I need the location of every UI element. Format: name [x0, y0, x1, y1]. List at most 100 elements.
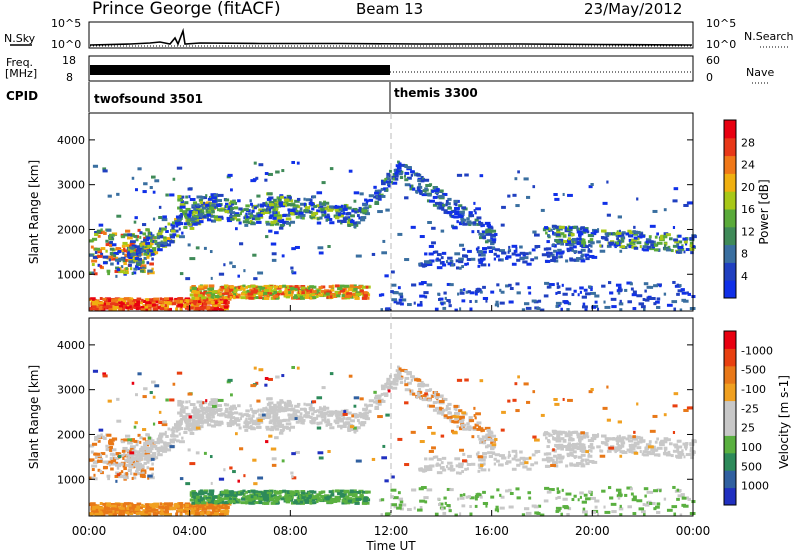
velocity-cell: [105, 444, 109, 448]
power-cell: [493, 257, 496, 261]
power-cell: [450, 224, 455, 228]
power-cell: [189, 306, 195, 310]
power-cell: [356, 214, 360, 218]
velocity-cell: [418, 467, 422, 471]
velocity-cell: [505, 489, 509, 493]
power-cell: [432, 250, 436, 254]
velocity-cell: [368, 410, 372, 414]
power-cell: [501, 205, 506, 209]
velocity-cell: [558, 460, 561, 464]
power-cell: [191, 220, 197, 224]
power-cell: [588, 185, 593, 189]
velocity-cell: [244, 422, 250, 426]
velocity-cell: [486, 444, 493, 448]
velocity-cell: [301, 491, 306, 495]
power-cell: [594, 294, 600, 298]
power-cell: [603, 300, 606, 304]
power-cell: [390, 283, 397, 287]
power-cell: [309, 210, 313, 214]
velocity-cell: [91, 507, 96, 511]
power-cell: [288, 199, 294, 203]
power-cell: [290, 220, 296, 224]
velocity-cell: [328, 490, 333, 494]
velocity-cell: [200, 420, 205, 424]
power-cell: [326, 205, 332, 209]
power-cell: [187, 187, 193, 191]
power-cell: [390, 290, 394, 294]
velocity-cell: [329, 500, 333, 504]
velocity-cell: [158, 505, 165, 509]
velocity-cell: [143, 461, 147, 465]
velocity-cell: [464, 467, 468, 471]
power-cell: [357, 209, 362, 213]
velocity-cell: [294, 499, 298, 503]
power-cell: [446, 211, 451, 215]
velocity-cell: [388, 379, 391, 383]
velocity-cell: [352, 497, 359, 501]
power-cell: [300, 285, 306, 289]
power-cell: [368, 198, 374, 202]
cpid-mode-1: twofsound 3501: [94, 92, 203, 106]
power-cell: [461, 299, 466, 303]
power-cell: [124, 304, 127, 308]
power-cell: [123, 233, 129, 237]
power-cell: [233, 206, 239, 210]
power-cell: [219, 292, 222, 296]
power-cell: [565, 242, 570, 246]
power-cell: [249, 288, 255, 292]
power-cell: [609, 291, 614, 295]
velocity-cell: [139, 440, 142, 444]
velocity-cell: [186, 423, 191, 427]
power-cell: [480, 224, 483, 228]
power-cell: [339, 284, 345, 288]
velocity-cell: [189, 511, 195, 515]
velocity-cell: [310, 498, 316, 502]
velocity-cell: [438, 406, 442, 410]
power-cell: [318, 202, 325, 206]
velocity-cell: [402, 503, 407, 507]
velocity-cell: [650, 501, 656, 505]
power-cell: [363, 207, 367, 211]
velocity-cell: [391, 386, 398, 390]
velocity-cell: [123, 502, 130, 506]
power-cell: [478, 222, 484, 226]
power-cell: [587, 234, 593, 238]
power-cell: [279, 214, 284, 218]
velocity-cell: [516, 496, 521, 500]
velocity-cell: [157, 437, 163, 441]
power-cell: [431, 189, 434, 193]
velocity-cell: [445, 404, 449, 408]
power-cell: [407, 303, 412, 307]
power-cell: [197, 300, 202, 304]
power-cell: [461, 206, 467, 210]
velocity-cell: [198, 490, 204, 494]
power-cell: [224, 210, 229, 214]
power-cell: [672, 244, 679, 248]
velocity-cell: [377, 402, 381, 406]
power-cell: [345, 206, 352, 210]
power-cell: [210, 193, 216, 197]
power-cell: [414, 173, 418, 177]
power-cell: [617, 239, 621, 243]
power-cell: [633, 225, 636, 229]
velocity-cell: [438, 411, 445, 415]
power-cell: [616, 237, 620, 241]
power-cell: [511, 244, 518, 248]
power-cell: [203, 215, 209, 219]
velocity-cell: [304, 494, 309, 498]
velocity-cell: [248, 501, 254, 505]
power-cell: [238, 207, 243, 211]
power-cell: [185, 277, 191, 281]
power-cell: [441, 251, 447, 255]
power-cell: [319, 216, 323, 220]
power-cell: [616, 230, 619, 234]
velocity-cell: [358, 421, 361, 425]
velocity-cell: [607, 486, 612, 490]
power-cell: [347, 223, 351, 227]
velocity-cell: [354, 415, 358, 419]
power-cell: [229, 214, 236, 218]
velocity-cell: [348, 426, 351, 430]
power-cell: [633, 242, 636, 246]
velocity-cell: [351, 427, 354, 431]
power-cell: [515, 247, 518, 251]
